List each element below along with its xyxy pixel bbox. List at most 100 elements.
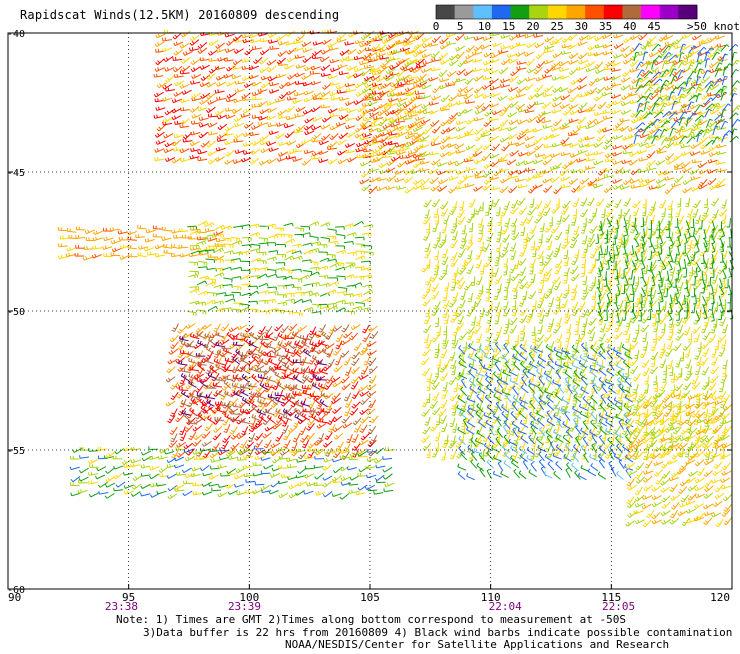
wind-barb-flag — [597, 120, 598, 123]
wind-barb-flag — [632, 120, 634, 123]
wind-barb-flag — [544, 145, 545, 148]
wind-barb-flag — [422, 137, 424, 140]
wind-barb-flag — [693, 187, 695, 190]
wind-barb-flag — [545, 71, 547, 73]
wind-barb-flag — [657, 110, 659, 113]
wind-barb-flag — [434, 58, 435, 61]
wind-barb-flag — [228, 108, 229, 111]
wind-barb-flag — [415, 110, 416, 113]
wind-barb-flag — [234, 51, 236, 54]
wind-barb-flag — [446, 83, 447, 86]
wind-barb-flag — [655, 111, 657, 114]
wind-barb-flag — [408, 88, 409, 91]
wind-barb-flag — [371, 68, 372, 71]
wind-barb-flag — [287, 52, 289, 54]
wind-barb-flag — [699, 133, 702, 134]
wind-barb — [191, 248, 200, 250]
wind-barb-flag — [476, 148, 478, 150]
wind-barb-flag — [527, 45, 529, 48]
wind-barb — [717, 152, 726, 154]
wind-barb-flag — [372, 178, 374, 181]
wind-barb-flag — [649, 83, 650, 86]
wind-barb — [199, 151, 208, 154]
wind-barb-flag — [310, 308, 311, 311]
wind-barb-flag — [290, 75, 292, 77]
wind-barb-flag — [246, 151, 247, 154]
wind-barb-flag — [608, 153, 610, 156]
wind-barb-flag — [613, 76, 614, 79]
wind-barb-flag — [717, 103, 720, 105]
wind-barb-flag — [292, 300, 293, 303]
wind-barb-flag — [672, 86, 673, 89]
wind-barb-flag — [313, 42, 314, 45]
wind-barb — [467, 169, 476, 171]
wind-barb-flag — [413, 129, 415, 132]
wind-barb — [285, 125, 293, 128]
wind-barb-flag — [709, 148, 711, 151]
wind-barb-flag — [329, 93, 330, 96]
wind-barb-flag — [667, 156, 669, 158]
wind-barb-flag — [357, 84, 359, 87]
wind-barb-flag — [357, 128, 359, 130]
wind-barb-flag — [192, 108, 194, 110]
wind-barb-flag — [337, 281, 338, 284]
wind-barb-flag — [591, 52, 592, 55]
wind-barb-flag — [614, 68, 615, 71]
wind-barb-flag — [420, 83, 422, 86]
wind-barb-flag — [295, 55, 296, 58]
wind-barb-flag — [675, 131, 677, 133]
wind-barb-flag — [406, 179, 408, 181]
wind-barb-flag — [698, 77, 701, 78]
wind-barb-flag — [652, 186, 653, 189]
wind-barb-flag — [483, 37, 484, 40]
wind-barb-flag — [485, 114, 487, 116]
wind-barb-flag — [174, 116, 175, 119]
wind-barb-flag — [527, 70, 529, 73]
wind-barb — [340, 73, 349, 75]
wind-barb-flag — [165, 80, 167, 82]
wind-barb-flag — [683, 190, 685, 193]
wind-barb-flag — [330, 82, 331, 85]
wind-barb — [457, 187, 466, 189]
wind-barb — [527, 78, 535, 81]
wind-barb-flag — [460, 88, 462, 90]
wind-barb-flag — [297, 92, 298, 95]
wind-barb-flag — [182, 84, 183, 87]
wind-barb — [166, 90, 175, 91]
wind-barb-flag — [518, 52, 520, 55]
wind-barb-flag — [424, 69, 425, 72]
wind-barb-flag — [677, 45, 678, 48]
wind-barb — [231, 258, 240, 260]
wind-barb-flag — [598, 137, 600, 139]
wind-barb-flag — [306, 98, 307, 101]
wind-barb-flag — [616, 185, 618, 188]
wind-barb — [429, 45, 438, 47]
wind-barb — [543, 95, 552, 97]
wind-barb-flag — [692, 37, 694, 40]
wind-barb-flag — [511, 141, 512, 144]
wind-barb-flag — [277, 123, 278, 126]
wind-barb-flag — [484, 62, 485, 65]
wind-barb-flag — [395, 135, 396, 138]
wind-barb-flag — [273, 258, 274, 261]
wind-barb-flag — [431, 141, 433, 143]
wind-barb-flag — [518, 121, 519, 124]
wind-barb — [259, 33, 268, 36]
wind-barb-flag — [701, 71, 702, 74]
wind-barb-flag — [267, 63, 269, 66]
wind-barb-flag — [218, 44, 220, 46]
wind-barb-flag — [407, 143, 408, 146]
wind-barb-flag — [659, 39, 661, 41]
wind-barb-flag — [530, 189, 532, 191]
wind-barb-flag — [596, 161, 597, 164]
wind-barb-flag — [538, 119, 540, 121]
wind-barb — [383, 157, 392, 158]
wind-barb-flag — [244, 94, 246, 96]
wind-barb-flag — [680, 135, 681, 138]
wind-barb-flag — [69, 247, 70, 250]
wind-barb-flag — [271, 148, 272, 151]
wind-barb-flag — [528, 177, 530, 180]
wind-barb-flag — [396, 152, 397, 155]
wind-barb-flag — [174, 43, 175, 46]
wind-barb-flag — [598, 177, 599, 180]
